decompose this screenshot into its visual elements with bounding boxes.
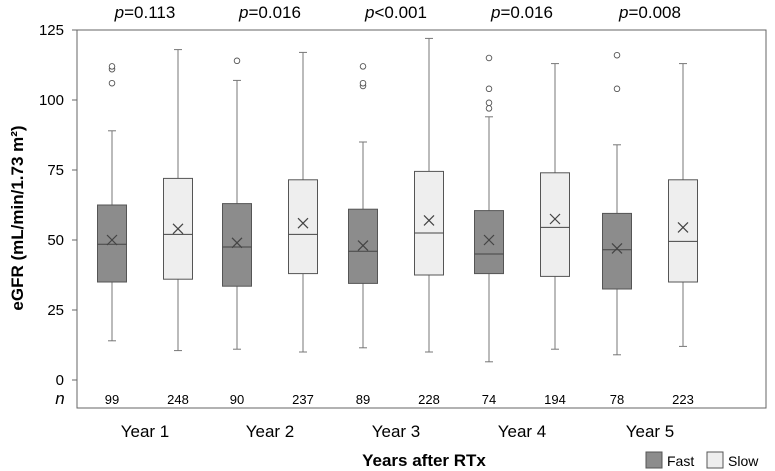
p-value: <0.001 (374, 3, 426, 22)
y-tick-label: 50 (47, 232, 64, 249)
sample-size-label: 99 (105, 392, 119, 407)
box-body (602, 212, 632, 290)
mean-marker (357, 240, 369, 252)
mean-marker (549, 213, 561, 225)
outlier-point (108, 79, 116, 87)
mean-marker (106, 234, 118, 246)
n-label: n (55, 389, 64, 408)
outlier-point (359, 79, 367, 87)
legend-label: Fast (667, 453, 694, 469)
p-value-label: p=0.113 (114, 3, 176, 22)
box-fast-4 (474, 54, 504, 363)
p-value: =0.016 (500, 3, 552, 22)
box-body (540, 172, 570, 277)
mean-marker (297, 217, 309, 229)
sample-size-label: 74 (482, 392, 496, 407)
p-value: =0.016 (248, 3, 300, 22)
x-category-label: Year 2 (246, 422, 295, 441)
p-values: p=0.113 p=0.016 p<0.001 p=0.016 p=0.008 (114, 3, 681, 22)
sample-size-label: 78 (610, 392, 624, 407)
x-axis-label: Years after RTx (362, 451, 486, 470)
outlier-point (108, 63, 116, 70)
mean-marker (172, 223, 184, 235)
box-body (474, 210, 504, 275)
legend: Fast Slow (645, 451, 759, 469)
box-slow-4 (540, 63, 570, 350)
outlier-point (485, 105, 493, 112)
y-axis-label: eGFR (mL/min/1.73 m²) (8, 125, 27, 310)
y-axis: 0 25 50 75 100 125 (39, 22, 77, 389)
p-symbol: p (114, 3, 124, 22)
box-slow-1 (163, 49, 193, 352)
p-symbol: p (490, 3, 500, 22)
y-tick-label: 0 (56, 372, 64, 389)
box-body (668, 179, 698, 283)
p-symbol: p (618, 3, 628, 22)
sample-size-label: 237 (292, 392, 314, 407)
p-value: =0.113 (124, 3, 175, 22)
box-fast-2 (222, 57, 252, 350)
outlier-point (359, 63, 367, 70)
outlier-point (485, 99, 493, 107)
y-tick-label: 25 (47, 302, 64, 319)
mean-marker (677, 221, 689, 233)
y-tick-label: 125 (39, 22, 64, 39)
box-fast-5 (602, 51, 632, 356)
p-value-label: p=0.016 (490, 3, 553, 22)
x-category-label: Year 1 (121, 422, 170, 441)
y-tick-label: 100 (39, 92, 64, 109)
box-body (97, 204, 127, 283)
plot-frame (76, 29, 767, 409)
legend-label: Slow (728, 453, 759, 469)
outlier-point (613, 85, 621, 93)
box-body (414, 170, 444, 276)
sample-size-label: 90 (230, 392, 244, 407)
box-body (222, 203, 252, 287)
mean-marker (611, 242, 623, 254)
x-axis: Year 1 Year 2 Year 3 Year 4 Year 5 (121, 422, 675, 441)
legend-swatch (706, 451, 724, 469)
x-category-label: Year 3 (372, 422, 421, 441)
p-symbol: p (364, 3, 374, 22)
sample-size-label: 248 (167, 392, 189, 407)
mean-marker (483, 234, 495, 246)
outlier-point (233, 57, 241, 65)
boxes (97, 37, 698, 363)
box-slow-3 (414, 37, 444, 353)
sample-size-label: 89 (356, 392, 370, 407)
x-category-label: Year 5 (626, 422, 675, 441)
p-symbol: p (238, 3, 248, 22)
box-fast-3 (348, 63, 378, 349)
box-fast-1 (97, 63, 127, 342)
p-value-label: p=0.008 (618, 3, 681, 22)
mean-marker (423, 214, 435, 226)
mean-marker (231, 237, 243, 249)
sample-size-label: 194 (544, 392, 566, 407)
sample-size-label: 223 (672, 392, 694, 407)
outlier-point (485, 54, 493, 62)
sample-size-label: 228 (418, 392, 440, 407)
box-body (288, 179, 318, 275)
x-category-label: Year 4 (498, 422, 547, 441)
y-tick-label: 75 (47, 162, 64, 179)
outlier-point (485, 85, 493, 93)
box-slow-2 (288, 51, 318, 353)
n-row: n 99 90 89 74 78 248 237 228 194 223 (55, 389, 694, 408)
p-value: =0.008 (628, 3, 680, 22)
box-slow-5 (668, 63, 698, 347)
p-value-label: p=0.016 (238, 3, 301, 22)
p-value-label: p<0.001 (364, 3, 427, 22)
legend-swatch (645, 451, 663, 469)
outlier-point (613, 51, 621, 59)
